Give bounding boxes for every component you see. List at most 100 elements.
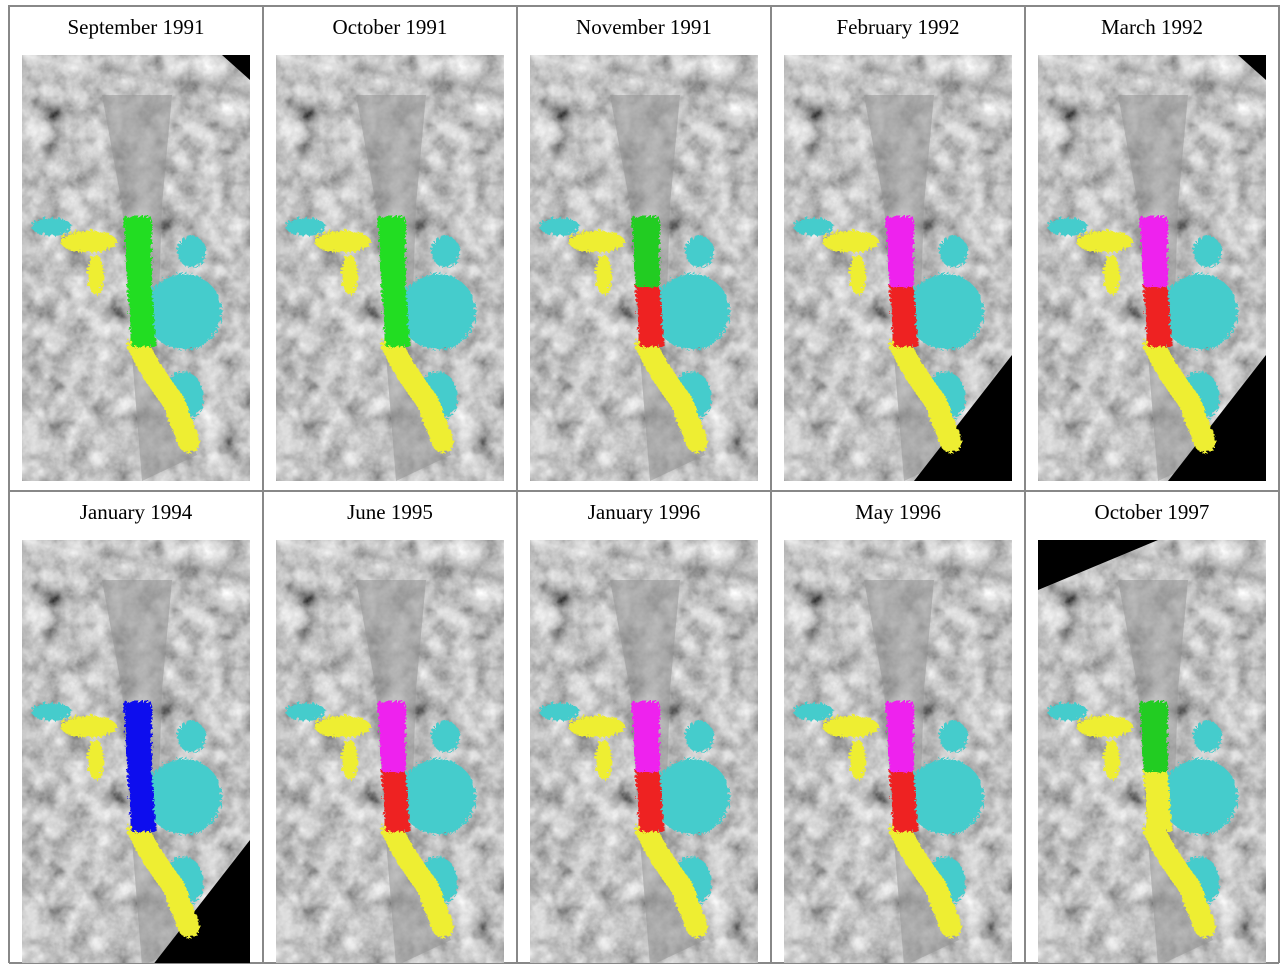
satellite-image [276, 540, 504, 964]
trunk-lower [888, 285, 916, 345]
trunk-lower [1142, 770, 1170, 830]
cyan-area [430, 719, 458, 751]
cyan-area [430, 234, 458, 266]
trunk-upper [376, 700, 404, 770]
cyan-area [1046, 701, 1086, 719]
yellow-area [313, 229, 369, 251]
satellite-image [22, 540, 250, 964]
panel: January 1996 [517, 491, 771, 964]
panel: March 1992 [1025, 6, 1279, 491]
trunk-upper [884, 700, 912, 770]
trunk-lower [1142, 285, 1170, 345]
cyan-area [30, 216, 70, 234]
cyan-area [176, 719, 204, 751]
satellite-image [1038, 540, 1266, 964]
cyan-area [1160, 757, 1236, 833]
cyan-area [398, 272, 474, 348]
panel: June 1995 [263, 491, 517, 964]
panel-label: November 1991 [518, 15, 770, 45]
satellite-image [530, 540, 758, 964]
cyan-area [906, 272, 982, 348]
trunk-lower [634, 285, 662, 345]
cyan-area [938, 234, 966, 266]
cyan-area [1192, 234, 1220, 266]
panel: November 1991 [517, 6, 771, 491]
cyan-area [538, 701, 578, 719]
cyan-area [938, 719, 966, 751]
panel-label: June 1995 [264, 500, 516, 530]
cyan-area [652, 272, 728, 348]
panel: January 1994 [9, 491, 263, 964]
panel-label: January 1994 [10, 500, 262, 530]
panel-label: September 1991 [10, 15, 262, 45]
yellow-area [340, 738, 356, 778]
satellite-image [1038, 55, 1266, 481]
yellow-area [1102, 253, 1118, 293]
panel-label: March 1992 [1026, 15, 1278, 45]
cyan-area [284, 701, 324, 719]
yellow-area [86, 253, 102, 293]
panel-label: May 1996 [772, 500, 1024, 530]
trunk-upper [376, 215, 404, 285]
cyan-area [30, 701, 70, 719]
trunk-upper [630, 700, 658, 770]
panel-label: January 1996 [518, 500, 770, 530]
yellow-area [821, 229, 877, 251]
trunk-lower [380, 770, 408, 830]
panel: October 1997 [1025, 491, 1279, 964]
cyan-area [144, 757, 220, 833]
panel: February 1992 [771, 6, 1025, 491]
yellow-area [594, 253, 610, 293]
yellow-area [848, 738, 864, 778]
cyan-area [176, 234, 204, 266]
cyan-area [906, 757, 982, 833]
yellow-area [59, 229, 115, 251]
trunk-lower [126, 770, 154, 830]
cyan-area [1046, 216, 1086, 234]
cyan-area [144, 272, 220, 348]
yellow-area [59, 714, 115, 736]
yellow-area [313, 714, 369, 736]
trunk-lower [634, 770, 662, 830]
satellite-image [784, 55, 1012, 481]
trunk-upper [884, 215, 912, 285]
panel: May 1996 [771, 491, 1025, 964]
yellow-area [567, 714, 623, 736]
cyan-area [284, 216, 324, 234]
cyan-area [792, 216, 832, 234]
yellow-area [1075, 714, 1131, 736]
trunk-upper [122, 700, 150, 770]
panel-label: February 1992 [772, 15, 1024, 45]
trunk-lower [888, 770, 916, 830]
panel: September 1991 [9, 6, 263, 491]
yellow-area [1102, 738, 1118, 778]
cyan-area [1192, 719, 1220, 751]
satellite-image [530, 55, 758, 481]
yellow-area [594, 738, 610, 778]
yellow-area [1075, 229, 1131, 251]
yellow-area [821, 714, 877, 736]
cyan-area [398, 757, 474, 833]
trunk-lower [380, 285, 408, 345]
cyan-area [792, 701, 832, 719]
satellite-image [784, 540, 1012, 964]
yellow-area [848, 253, 864, 293]
cyan-area [684, 234, 712, 266]
cyan-area [1160, 272, 1236, 348]
yellow-area [86, 738, 102, 778]
cyan-area [538, 216, 578, 234]
panel-label: October 1991 [264, 15, 516, 45]
trunk-lower [126, 285, 154, 345]
cyan-area [684, 719, 712, 751]
satellite-image [22, 55, 250, 481]
trunk-upper [1138, 700, 1166, 770]
panel-label: October 1997 [1026, 500, 1278, 530]
trunk-upper [122, 215, 150, 285]
yellow-area [340, 253, 356, 293]
panel: October 1991 [263, 6, 517, 491]
satellite-image [276, 55, 504, 481]
cyan-area [652, 757, 728, 833]
yellow-area [567, 229, 623, 251]
trunk-upper [1138, 215, 1166, 285]
